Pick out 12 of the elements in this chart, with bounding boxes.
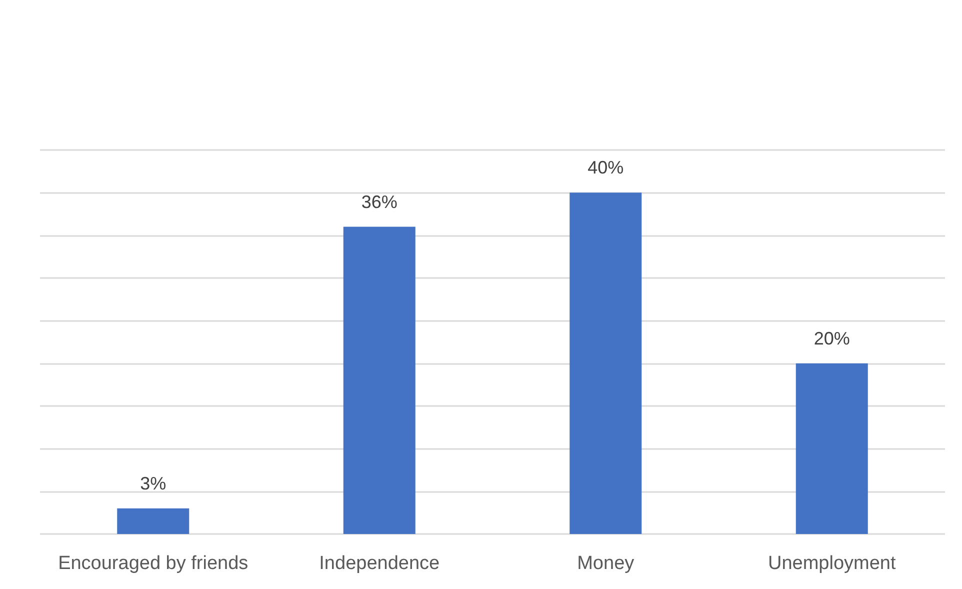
data-label: 20%	[814, 328, 850, 348]
bar	[570, 192, 642, 534]
x-tick-label: Encouraged by friends	[58, 553, 248, 574]
x-tick-label: Money	[577, 553, 635, 574]
data-label: 40%	[588, 158, 624, 178]
x-tick-label: Unemployment	[768, 553, 896, 574]
data-label: 3%	[140, 473, 166, 494]
x-tick-label: Independence	[319, 553, 440, 574]
data-label: 36%	[361, 192, 398, 212]
bar	[343, 226, 416, 534]
bar	[117, 508, 190, 534]
bar	[796, 363, 868, 534]
